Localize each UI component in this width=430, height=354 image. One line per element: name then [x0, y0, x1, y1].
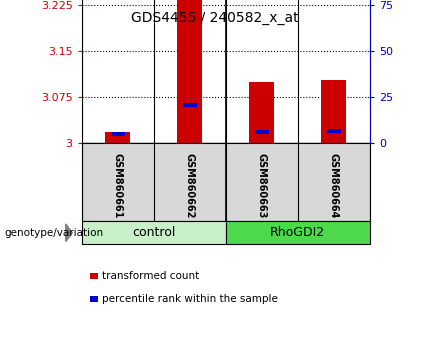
Text: percentile rank within the sample: percentile rank within the sample: [102, 294, 278, 304]
Polygon shape: [66, 224, 72, 241]
Bar: [111, 132, 125, 136]
Text: GDS4455 / 240582_x_at: GDS4455 / 240582_x_at: [131, 11, 299, 25]
Bar: [255, 131, 269, 134]
Bar: [226, 221, 370, 244]
Text: GSM860664: GSM860664: [329, 153, 339, 218]
Bar: [327, 129, 341, 133]
Text: GSM860663: GSM860663: [257, 153, 267, 218]
Bar: [105, 132, 130, 143]
Text: GSM860662: GSM860662: [185, 153, 195, 218]
Text: control: control: [132, 226, 175, 239]
Bar: [82, 221, 226, 244]
Bar: [321, 80, 347, 143]
Bar: [177, 0, 203, 143]
Bar: [249, 82, 274, 143]
Text: genotype/variation: genotype/variation: [4, 228, 104, 238]
Text: RhoGDI2: RhoGDI2: [270, 226, 326, 239]
Text: GSM860661: GSM860661: [113, 153, 123, 218]
Text: transformed count: transformed count: [102, 271, 200, 281]
Bar: [182, 103, 197, 107]
